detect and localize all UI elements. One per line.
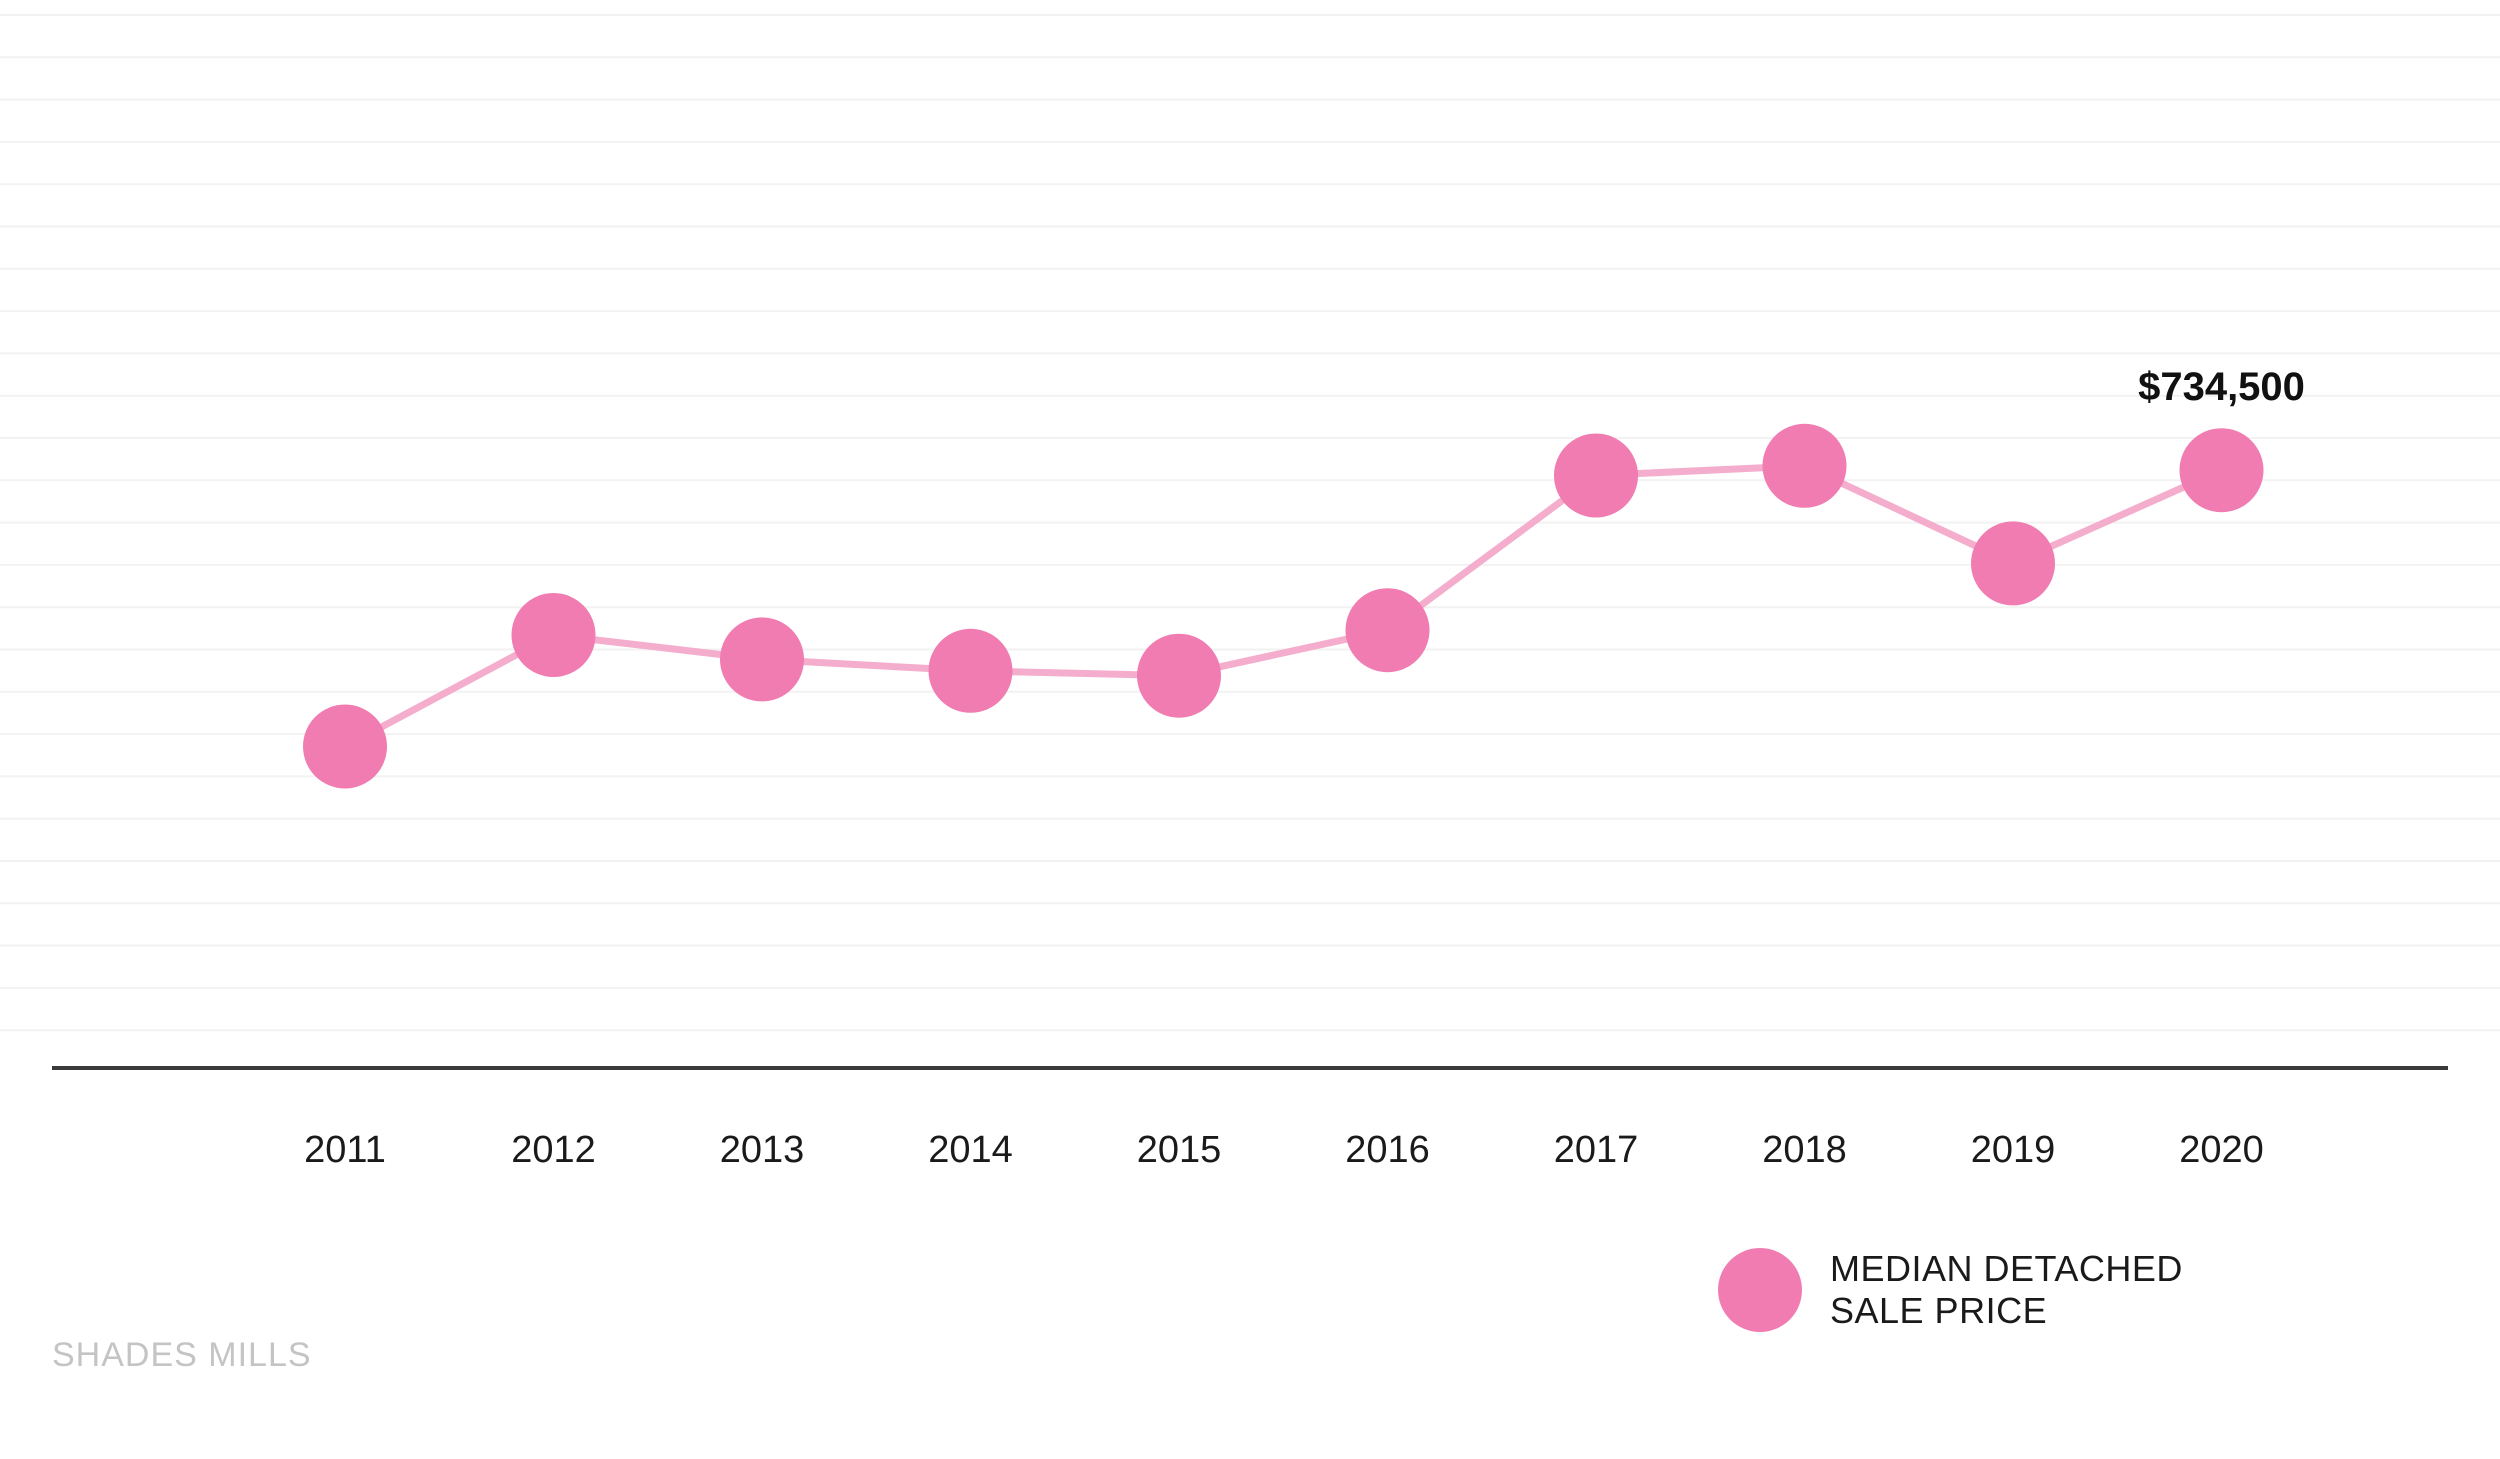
x-tick-label-2012: 2012 — [511, 1129, 596, 1171]
legend-label-line-1: MEDIAN DETACHED — [1830, 1248, 2183, 1289]
data-point-2019 — [1971, 521, 2055, 606]
x-tick-label-2014: 2014 — [928, 1129, 1013, 1171]
legend: MEDIAN DETACHED SALE PRICE — [1718, 1248, 2183, 1332]
data-labels: $734,500 — [2138, 365, 2305, 409]
data-point-2013 — [720, 617, 804, 702]
data-point-2017 — [1554, 433, 1638, 518]
x-tick-label-2020: 2020 — [2179, 1129, 2264, 1171]
data-point-2014 — [928, 628, 1013, 713]
data-point-2012 — [511, 593, 596, 677]
series-median-detached-sale-price — [303, 423, 2264, 789]
series-line — [343, 462, 2223, 750]
x-tick-label-2017: 2017 — [1554, 1129, 1639, 1171]
data-point-2016 — [1345, 588, 1430, 673]
gridlines — [0, 14, 2500, 1032]
x-axis-ticks: 2011 2012 2013 2014 2015 2016 2017 2018 2019 2020 — [304, 1129, 2264, 1171]
watermark: SHADES MILLS — [52, 1336, 312, 1374]
x-tick-label-2018: 2018 — [1762, 1129, 1847, 1171]
data-label-2020: $734,500 — [2138, 365, 2305, 409]
legend-label: MEDIAN DETACHED SALE PRICE — [1830, 1248, 2183, 1332]
legend-marker-icon — [1718, 1248, 1802, 1332]
data-point-2020 — [2179, 428, 2264, 513]
x-tick-label-2013: 2013 — [720, 1129, 805, 1171]
x-tick-label-2019: 2019 — [1971, 1129, 2056, 1171]
legend-label-line-2: SALE PRICE — [1830, 1290, 2048, 1331]
data-point-2011 — [303, 704, 387, 789]
x-tick-label-2011: 2011 — [304, 1129, 386, 1171]
data-point-2015 — [1137, 633, 1221, 718]
x-tick-label-2015: 2015 — [1137, 1129, 1222, 1171]
data-point-2018 — [1762, 423, 1847, 508]
x-tick-label-2016: 2016 — [1345, 1129, 1430, 1171]
